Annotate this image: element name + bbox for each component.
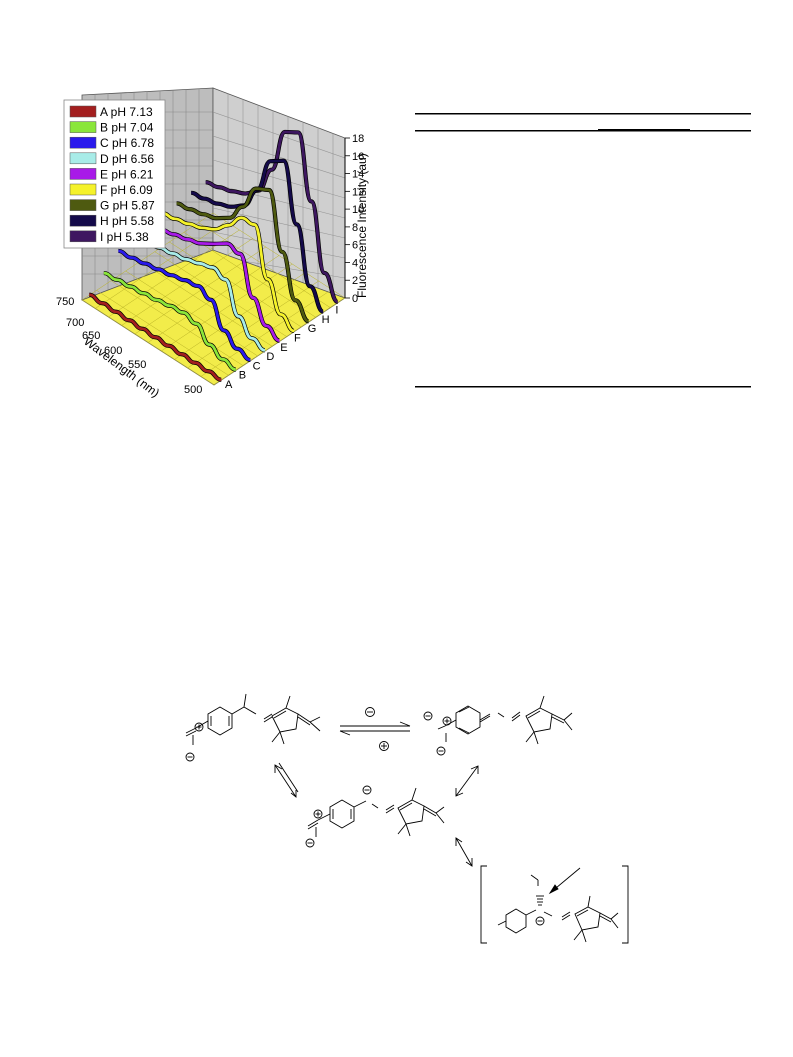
z-tick-label: 14: [352, 169, 364, 181]
depth-tick-label: F: [294, 333, 301, 345]
equilibrium-arrow-1-2: [339, 707, 411, 751]
floor-grid-line: [110, 280, 244, 366]
depth-tick-label: I: [335, 305, 338, 317]
z-tick-label: 0: [352, 293, 358, 305]
depth-tick-label: C: [253, 360, 261, 372]
z-tick-label: 6: [352, 240, 358, 252]
depth-tick-label: A: [225, 379, 233, 391]
floor-grid-line: [81, 212, 214, 301]
structure-3: [305, 785, 445, 848]
legend-swatch: [69, 199, 97, 211]
table-rule-header-mark: [598, 129, 690, 132]
table-rules: [415, 113, 751, 388]
resonance-arrow-3-4: [455, 837, 473, 867]
legend-label: E pH 6.21: [100, 167, 154, 181]
z-tick-label: 12: [352, 186, 364, 198]
z-axis-label: Fluorescence Intensity (au): [355, 153, 369, 298]
legend-label: F pH 6.09: [100, 183, 153, 197]
z-tick-label: 16: [352, 151, 364, 163]
series-layer: [88, 129, 339, 382]
table-rule-header: [415, 130, 751, 132]
series-line: [103, 271, 237, 372]
legend-label: C pH 6.78: [100, 136, 154, 150]
floor-grid-line: [125, 270, 258, 357]
floor-grid-line: [187, 280, 319, 369]
table-rule-top: [415, 113, 751, 115]
legend-label: B pH 7.04: [100, 121, 154, 135]
floor-grid-line: [212, 212, 346, 299]
resonance-arrow-1-3: [274, 762, 299, 798]
floor-grid-line: [81, 299, 215, 386]
resonance-arrow-2-3: [455, 765, 479, 797]
legend-swatch: [69, 214, 97, 227]
legend-label: I pH 5.38: [100, 230, 149, 244]
series-line: [118, 249, 251, 362]
legend-swatch: [69, 168, 97, 180]
legend-label: A pH 7.13: [100, 105, 153, 119]
depth-tick-label: E: [280, 342, 287, 354]
legend-swatch: [69, 183, 97, 196]
depth-tick-label: H: [322, 314, 330, 326]
x-tick-label: 750: [56, 296, 74, 308]
series-line: [89, 293, 222, 382]
z-axis-ticks: 0 2 4 6 8 10 12 14 16 18: [345, 133, 364, 305]
legend-label: G pH 5.87: [100, 199, 155, 213]
legend-swatch: [69, 230, 97, 243]
legend-label: D pH 6.56: [100, 152, 154, 166]
table-rule-bottom: [415, 386, 751, 388]
floor-grid-line: [200, 289, 332, 377]
reaction-scheme: [185, 693, 629, 944]
depth-tick-label: D: [266, 351, 274, 363]
series-line: [147, 222, 280, 343]
floor-grid-line: [140, 261, 273, 347]
legend-swatch: [69, 136, 97, 149]
floor-grid-line: [95, 221, 227, 309]
x-tick-label: 550: [128, 359, 146, 371]
x-tick-label: 650: [82, 330, 100, 342]
x-tick-label: 500: [184, 384, 202, 396]
z-tick-label: 18: [352, 133, 364, 145]
legend-swatch: [69, 121, 97, 133]
z-tick-label: 10: [352, 204, 364, 216]
structure-2: [423, 695, 573, 756]
series-line: [205, 130, 339, 304]
legend-swatch: [69, 105, 97, 118]
floor-grid-line: [183, 232, 317, 318]
series-line: [161, 211, 295, 333]
z-tick-label: 4: [352, 257, 358, 269]
z-tick-label: 2: [352, 275, 358, 287]
depth-tick-label: B: [239, 370, 246, 382]
legend-label: H pH 5.58: [100, 214, 154, 228]
structure-4: [480, 865, 629, 944]
chart-legend: A pH 7.13 B pH 7.04C pH 6.78 D pH 6.56E pH…: [63, 99, 166, 249]
structure-1: [185, 693, 321, 762]
x-tick-label: 600: [104, 345, 122, 357]
depth-tick-label: G: [308, 323, 317, 335]
series-line: [176, 187, 310, 323]
legend-swatch: [69, 152, 97, 165]
z-tick-label: 8: [352, 222, 358, 234]
floor-grid-line: [96, 290, 229, 376]
x-tick-label: 700: [66, 317, 84, 329]
